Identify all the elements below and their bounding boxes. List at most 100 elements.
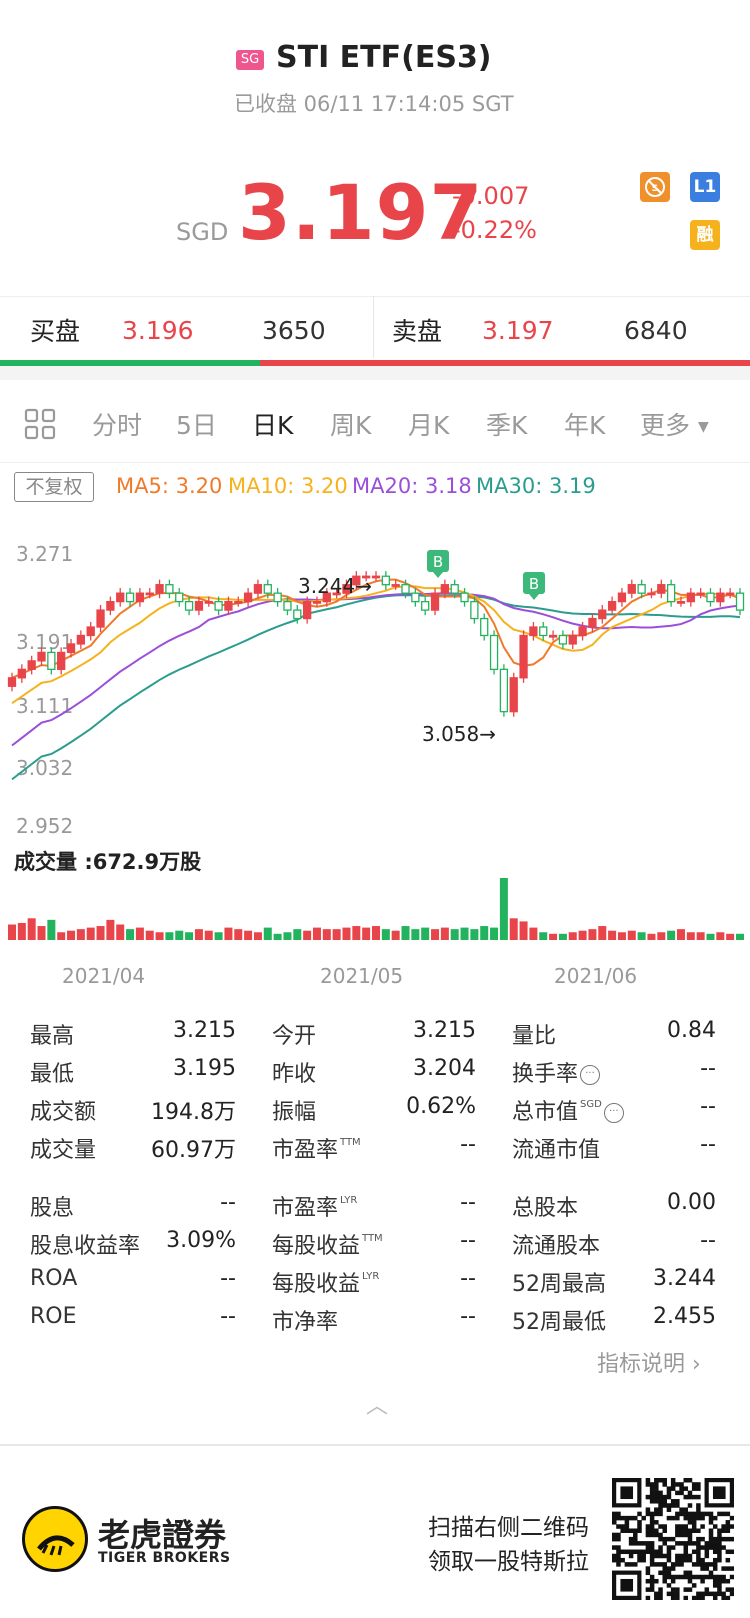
stat-label[interactable]: 总市值 SGD··· [512, 1094, 624, 1126]
candle [283, 600, 292, 611]
candle [617, 592, 627, 603]
volume-bar [726, 933, 735, 940]
volume-bar [76, 929, 85, 940]
tab-divider [0, 462, 750, 463]
tab-5day[interactable]: 5日 [176, 411, 217, 440]
volume-bar [372, 926, 380, 940]
volume-chart[interactable] [0, 868, 750, 958]
candle [66, 643, 76, 654]
candle [519, 634, 528, 679]
volume-bar [509, 918, 518, 940]
adjust-toggle[interactable]: 不复权 [14, 472, 94, 502]
candle [421, 600, 430, 611]
promo-line: 领取一股特斯拉 [428, 1549, 589, 1575]
candle [322, 592, 331, 603]
stat-value: 3.215 [413, 1018, 476, 1043]
stat-value: 3.244 [653, 1266, 716, 1291]
ma30-label: MA30: 3.19 [476, 474, 596, 498]
info-icon[interactable]: ··· [580, 1065, 601, 1085]
volume-bar [401, 926, 410, 940]
candle [184, 600, 194, 611]
stat-label: 最低 [30, 1062, 75, 1087]
candle [263, 584, 272, 594]
stat-value: -- [460, 1266, 476, 1291]
bid-label: 买盘 [30, 317, 81, 346]
candle [17, 668, 26, 679]
volume-bar [499, 878, 508, 940]
volume-bar [411, 929, 420, 940]
buy-marker[interactable]: B [427, 550, 449, 578]
stat-label: 每股收益 TTM [272, 1233, 383, 1259]
candle [155, 584, 164, 594]
candle [607, 600, 617, 611]
candle [312, 600, 322, 604]
price-change-pct: -0.22% [452, 216, 537, 244]
tab-intraday[interactable]: 分时 [92, 411, 143, 440]
candle [135, 592, 145, 603]
volume-bar [185, 932, 194, 940]
candle [194, 600, 204, 611]
layout-grid-icon[interactable] [24, 408, 56, 444]
x-tick-label: 2021/05 [320, 964, 404, 988]
candle [401, 584, 410, 594]
stat-label: 最高 [30, 1024, 75, 1049]
tab-quarterly-k[interactable]: 季K [486, 411, 528, 440]
tab-monthly-k[interactable]: 月K [408, 411, 450, 440]
stat-label: 量比 [512, 1024, 557, 1049]
volume-bar [332, 929, 341, 940]
stat-label: 振幅 [272, 1100, 317, 1125]
stat-label[interactable]: 换手率 ··· [512, 1056, 601, 1088]
candle [145, 592, 154, 596]
candle [735, 592, 745, 611]
volume-bar [627, 930, 636, 940]
candle [165, 584, 174, 594]
chevron-right-icon: › [692, 1352, 701, 1377]
candle [568, 634, 577, 645]
ma20-label: MA20: 3.18 [352, 474, 472, 498]
candle [558, 634, 568, 645]
volume-bar [263, 927, 272, 940]
stat-value: -- [700, 1228, 716, 1253]
footer-divider [0, 1444, 750, 1446]
tab-more[interactable]: 更多 ▼ [640, 411, 709, 440]
kline-chart[interactable]: BB [0, 520, 750, 850]
buy-marker[interactable]: B [523, 572, 545, 600]
candle [666, 584, 676, 603]
candle [696, 592, 705, 596]
candle [7, 677, 17, 687]
info-icon[interactable]: ··· [603, 1103, 624, 1123]
volume-bar [460, 927, 469, 940]
last-price: 3.197 [238, 168, 484, 257]
section-divider [0, 366, 750, 380]
promo-line: 扫描右侧二维码 [428, 1515, 589, 1541]
tab-daily-k[interactable]: 日K [252, 411, 294, 440]
stat-label: 今开 [272, 1024, 317, 1049]
margin-icon[interactable]: 融 [690, 220, 720, 250]
tab-yearly-k[interactable]: 年K [564, 411, 606, 440]
level1-icon[interactable]: L1 [690, 172, 720, 202]
volume-bar [47, 919, 56, 940]
stat-label: 每股收益 LYR [272, 1271, 380, 1297]
stat-value: -- [220, 1304, 236, 1329]
volume-bar [204, 930, 213, 940]
indicator-explain-link[interactable]: 指标说明 › [597, 1352, 701, 1377]
ma-line [11, 585, 741, 705]
volume-bar [175, 930, 184, 940]
candle [657, 584, 666, 594]
stat-value: -- [220, 1190, 236, 1215]
stat-label: 市盈率 LYR [272, 1195, 358, 1221]
collapse-icon[interactable]: ︿ [366, 1394, 389, 1419]
stat-superscript: LYR [340, 1195, 358, 1206]
ask-label: 卖盘 [392, 317, 443, 346]
stat-value: -- [460, 1304, 476, 1329]
volume-bar [155, 932, 164, 940]
stat-label: 股息收益率 [30, 1234, 141, 1259]
stat-value: -- [460, 1132, 476, 1157]
volume-bar [549, 933, 558, 940]
candle [676, 600, 686, 604]
volume-bar [470, 929, 479, 940]
price-change: -0.007 [452, 182, 530, 210]
tab-weekly-k[interactable]: 周K [330, 411, 372, 440]
candle [253, 584, 263, 594]
no-short-icon[interactable]: S [640, 172, 670, 202]
